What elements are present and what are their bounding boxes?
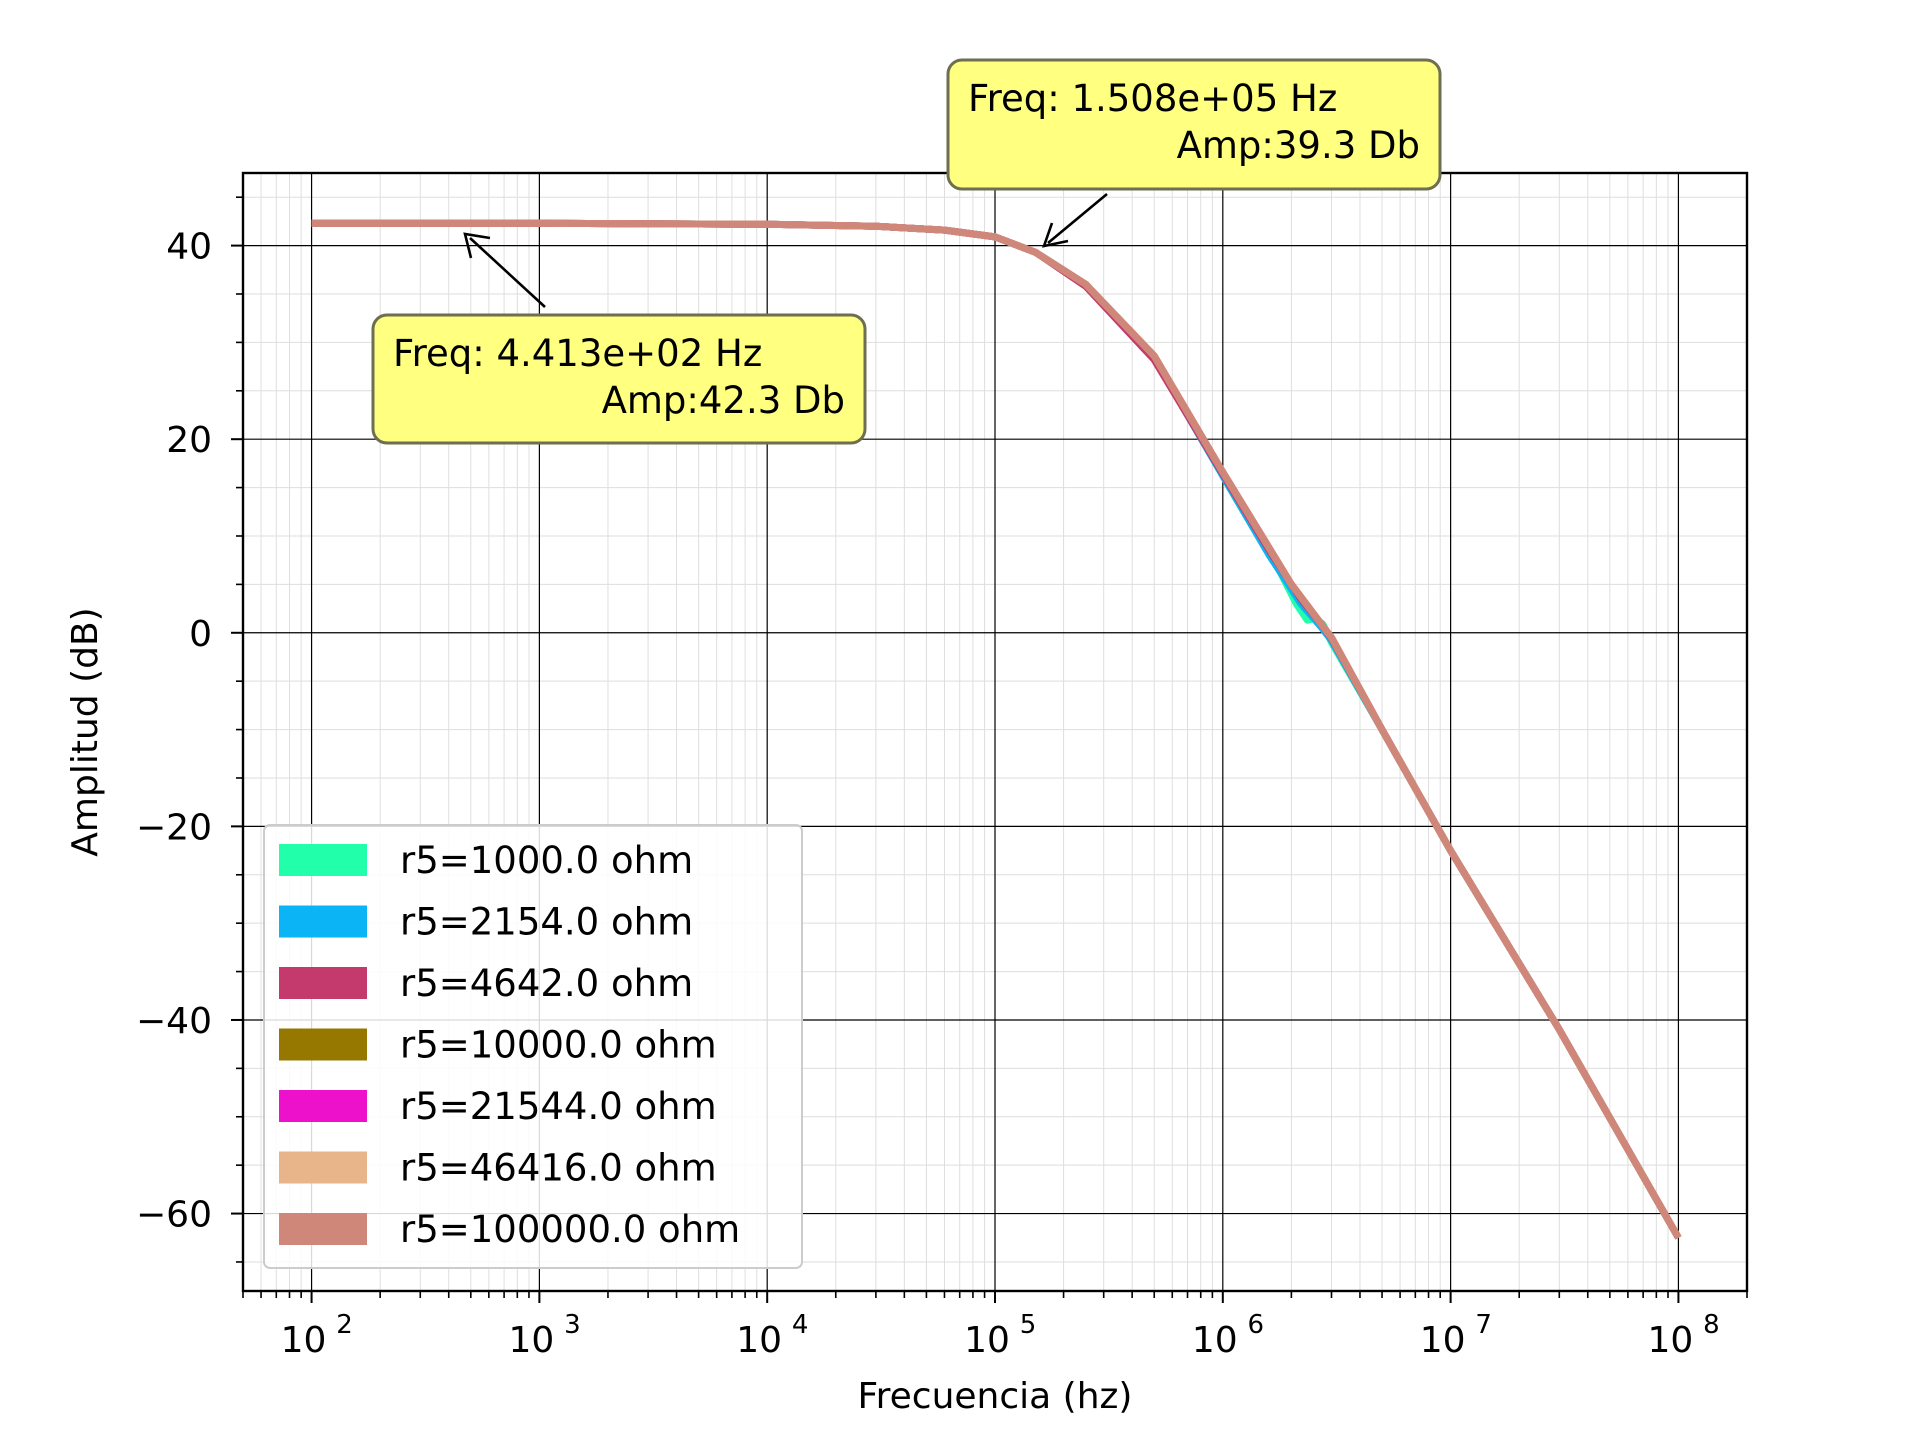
x-tick-label: 10 bbox=[964, 1320, 1010, 1361]
x-tick-label: 10 bbox=[1648, 1320, 1694, 1361]
y-tick-label: 0 bbox=[189, 614, 212, 655]
annotation-amp-text: Amp:39.3 Db bbox=[1177, 124, 1420, 167]
x-tick-label: 10 bbox=[1420, 1320, 1466, 1361]
legend-swatch bbox=[279, 1213, 367, 1245]
legend-swatch bbox=[279, 967, 367, 999]
legend-swatch bbox=[279, 844, 367, 876]
legend-label: r5=4642.0 ohm bbox=[400, 962, 693, 1005]
legend-frame bbox=[263, 824, 803, 1269]
legend-label: r5=100000.0 ohm bbox=[400, 1208, 740, 1251]
x-tick-exponent: 3 bbox=[564, 1310, 581, 1340]
x-axis-label: Frecuencia (hz) bbox=[858, 1376, 1133, 1417]
x-tick-label: 10 bbox=[508, 1320, 554, 1361]
annotation-box bbox=[371, 313, 867, 445]
legend: r5=1000.0 ohm r5=2154.0 ohm r5=4642.0 ohm r… bbox=[263, 824, 803, 1269]
legend-swatch bbox=[279, 905, 367, 938]
annotation-box bbox=[946, 58, 1442, 191]
y-tick-label: 20 bbox=[166, 420, 212, 461]
x-tick-label: 10 bbox=[1192, 1320, 1238, 1361]
series-line-7 bbox=[311, 219, 1682, 1240]
x-tick-exponent: 5 bbox=[1020, 1310, 1037, 1340]
legend-label: r5=1000.0 ohm bbox=[400, 839, 693, 882]
legend-label: r5=10000.0 ohm bbox=[400, 1024, 717, 1067]
legend-label: r5=21544.0 ohm bbox=[400, 1085, 717, 1128]
annotation-passband: Freq: 4.413e+02 Hz Amp:42.3 Db bbox=[371, 232, 867, 445]
annotation-cutoff: Freq: 1.508e+05 Hz Amp:39.3 Db bbox=[946, 58, 1442, 248]
x-tick-exponent: 4 bbox=[792, 1310, 809, 1340]
legend-swatch bbox=[279, 1028, 367, 1061]
legend-swatch bbox=[279, 1151, 367, 1184]
legend-swatch bbox=[279, 1090, 367, 1122]
legend-label: r5=46416.0 ohm bbox=[400, 1147, 717, 1190]
y-axis-label: Amplitud (dB) bbox=[65, 607, 106, 856]
series-lines bbox=[311, 219, 1682, 1240]
annotation-arrow-head bbox=[1042, 222, 1069, 248]
annotations: Freq: 1.508e+05 Hz Amp:39.3 Db Freq: 4.4… bbox=[371, 58, 1442, 445]
annotation-arrow-shaft bbox=[469, 237, 546, 308]
annotation-arrow-head bbox=[463, 232, 491, 259]
annotation-freq-text: Freq: 4.413e+02 Hz bbox=[393, 332, 762, 375]
y-tick-label: −40 bbox=[136, 1001, 212, 1042]
y-tick-label: −60 bbox=[136, 1195, 212, 1236]
x-tick-exponent: 7 bbox=[1475, 1310, 1492, 1340]
tick-labels: 10 2 10 3 10 4 10 5 10 6 10 7 10 8 40 20 0 −20 −40 −60 bbox=[136, 227, 1720, 1361]
annotation-arrow-shaft bbox=[1047, 192, 1108, 245]
x-tick-exponent: 6 bbox=[1248, 1310, 1265, 1340]
x-tick-label: 10 bbox=[736, 1320, 782, 1361]
x-tick-label: 10 bbox=[281, 1320, 327, 1361]
annotation-amp-text: Amp:42.3 Db bbox=[602, 379, 845, 422]
legend-label: r5=2154.0 ohm bbox=[400, 901, 693, 944]
x-tick-exponent: 2 bbox=[336, 1310, 353, 1340]
x-tick-exponent: 8 bbox=[1703, 1310, 1720, 1340]
y-tick-label: 40 bbox=[166, 227, 212, 268]
axis-ticks bbox=[231, 196, 1748, 1303]
y-tick-label: −20 bbox=[136, 807, 212, 848]
annotation-freq-text: Freq: 1.508e+05 Hz bbox=[968, 77, 1337, 120]
